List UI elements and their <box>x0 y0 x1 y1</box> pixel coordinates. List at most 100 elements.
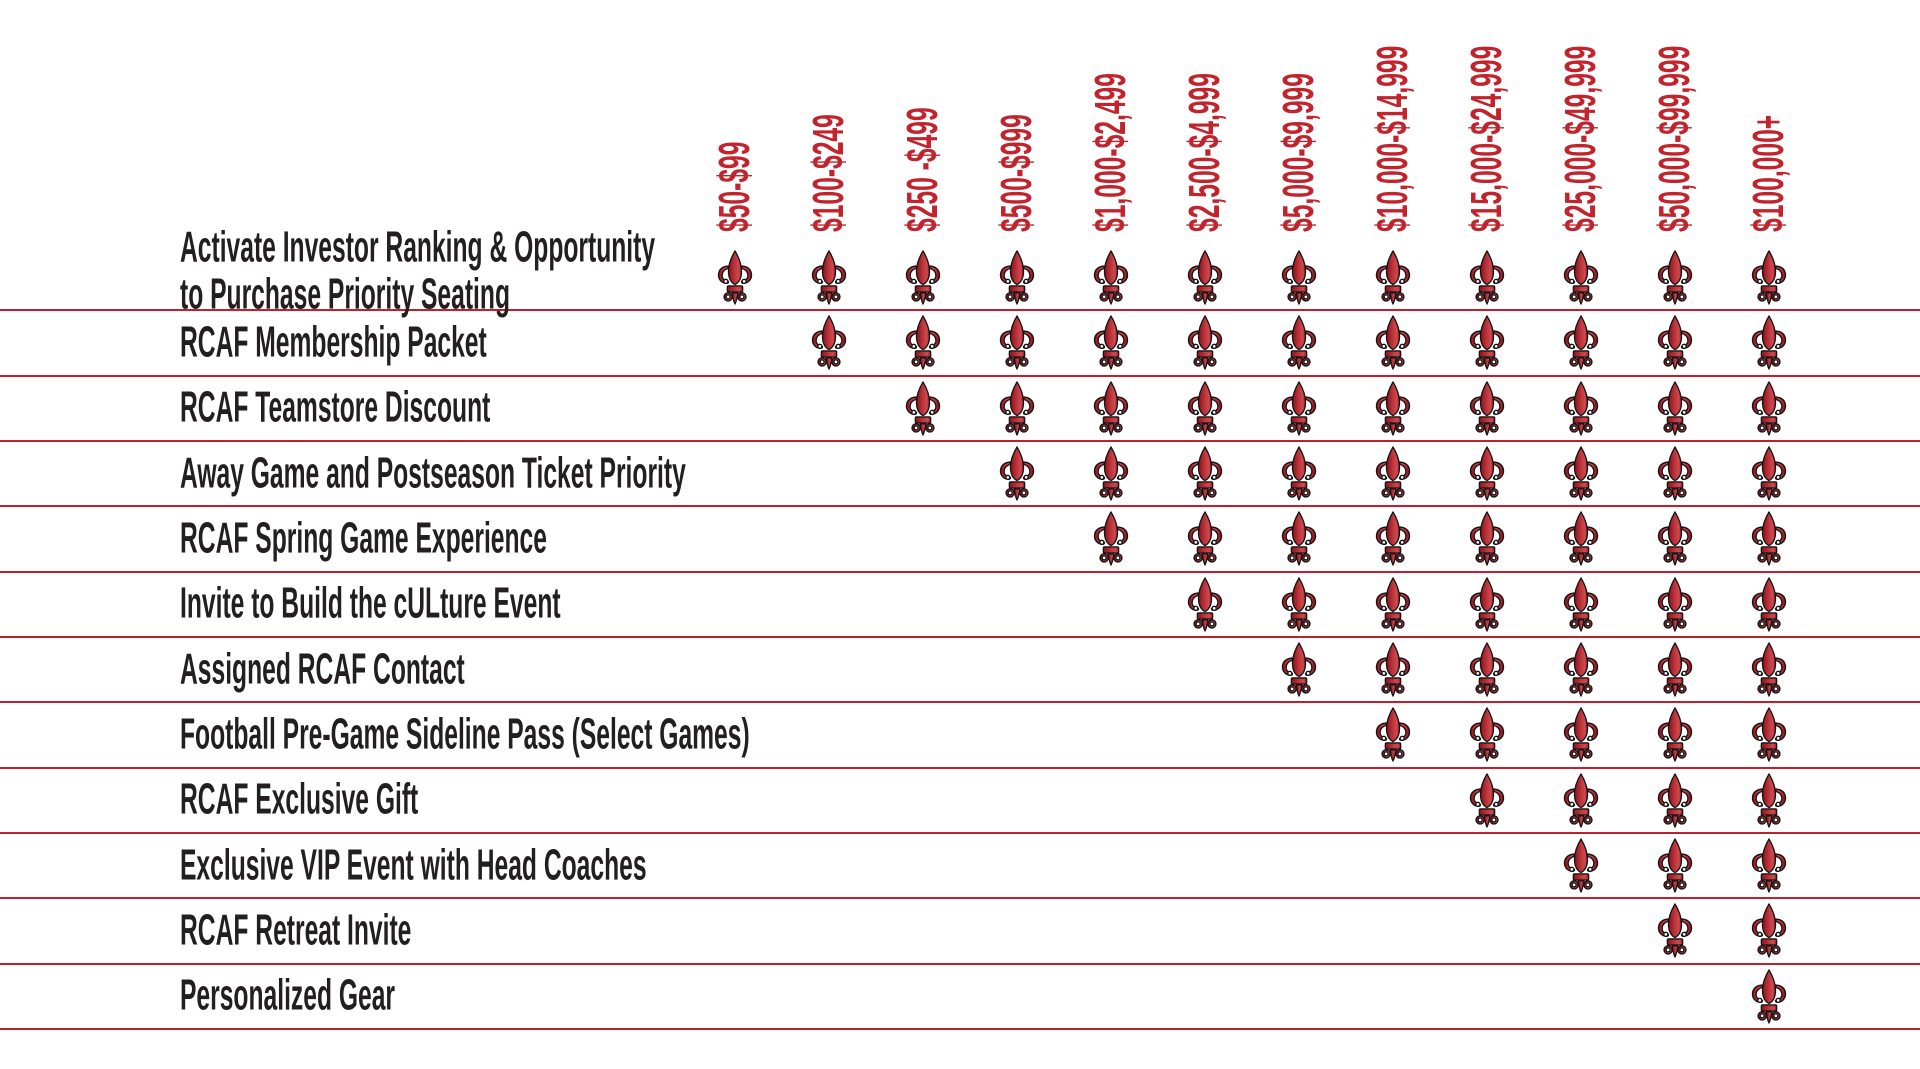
fleur-de-lis-icon <box>1563 838 1599 893</box>
benefit-rows: Activate Investor Ranking & Opportunity t… <box>0 224 1920 1030</box>
fleur-de-lis-icon <box>1375 315 1411 371</box>
fleur-de-lis-icon <box>1657 576 1693 632</box>
table-row: Away Game and Postseason Ticket Priority <box>0 442 1920 508</box>
giving-level-label: $50-$99 <box>710 141 759 232</box>
fleur-de-lis-icon <box>1657 642 1693 697</box>
fleur-de-lis-icon <box>1563 642 1599 697</box>
fleur-de-lis-icon <box>1187 576 1223 632</box>
giving-level-label: $50,000-$99,999 <box>1650 45 1699 232</box>
fleur-de-lis-icon <box>1281 315 1317 371</box>
table-row: Exclusive VIP Event with Head Coaches <box>0 834 1920 900</box>
fleur-de-lis-icon <box>1563 511 1599 567</box>
fleur-de-lis-icon <box>1187 511 1223 567</box>
fleur-de-lis-icon <box>1469 380 1505 436</box>
fleur-de-lis-icon <box>1375 446 1411 501</box>
fleur-de-lis-icon <box>1281 642 1317 697</box>
fleur-de-lis-icon <box>1751 838 1787 893</box>
fleur-de-lis-icon <box>1751 446 1787 501</box>
benefit-label: Invite to Build the cULture Event <box>180 578 561 628</box>
giving-level-label: $2,500-$4,999 <box>1180 73 1229 232</box>
fleur-de-lis-icon <box>1187 315 1223 371</box>
table-row: RCAF Membership Packet <box>0 311 1920 377</box>
giving-level-label: $250 -$499 <box>898 107 947 232</box>
benefit-label: RCAF Exclusive Gift <box>180 774 419 824</box>
fleur-de-lis-icon <box>1093 380 1129 436</box>
fleur-de-lis-icon <box>1657 250 1693 305</box>
fleur-de-lis-icon <box>999 446 1035 501</box>
fleur-de-lis-icon <box>1187 380 1223 436</box>
fleur-de-lis-icon <box>1751 772 1787 828</box>
giving-level-label: $100-$249 <box>804 114 853 232</box>
benefit-label: Football Pre-Game Sideline Pass (Select … <box>180 709 750 759</box>
table-row: RCAF Teamstore Discount <box>0 377 1920 442</box>
benefit-label: RCAF Membership Packet <box>180 317 487 367</box>
fleur-de-lis-icon <box>1563 707 1599 763</box>
fleur-de-lis-icon <box>1563 576 1599 632</box>
fleur-de-lis-icon <box>1375 250 1411 305</box>
fleur-de-lis-icon <box>1187 250 1223 305</box>
table-row: Activate Investor Ranking & Opportunity t… <box>0 224 1920 317</box>
fleur-de-lis-icon <box>1093 511 1129 567</box>
fleur-de-lis-icon <box>1563 250 1599 305</box>
table-row: RCAF Exclusive Gift <box>0 769 1920 834</box>
fleur-de-lis-icon <box>1563 772 1599 828</box>
giving-level-label: $15,000-$24,999 <box>1462 45 1511 232</box>
fleur-de-lis-icon <box>1751 576 1787 632</box>
giving-level-label: $25,000-$49,999 <box>1556 45 1605 232</box>
fleur-de-lis-icon <box>1751 642 1787 697</box>
table-row: Personalized Gear <box>0 965 1920 1030</box>
fleur-de-lis-icon <box>1657 380 1693 436</box>
fleur-de-lis-icon <box>999 315 1035 371</box>
giving-level-label: $10,000-$14,999 <box>1368 45 1417 232</box>
fleur-de-lis-icon <box>1469 315 1505 371</box>
benefit-label: Activate Investor Ranking & Opportunity t… <box>180 222 656 319</box>
fleur-de-lis-icon <box>1469 772 1505 828</box>
fleur-de-lis-icon <box>1281 511 1317 567</box>
fleur-de-lis-icon <box>1375 511 1411 567</box>
fleur-de-lis-icon <box>811 315 847 371</box>
fleur-de-lis-icon <box>1469 576 1505 632</box>
fleur-de-lis-icon <box>1375 380 1411 436</box>
fleur-de-lis-icon <box>1657 903 1693 958</box>
fleur-de-lis-icon <box>717 250 753 305</box>
benefit-label: RCAF Retreat Invite <box>180 905 412 955</box>
table-row: Invite to Build the cULture Event <box>0 573 1920 638</box>
giving-level-label: $5,000-$9,999 <box>1274 73 1323 232</box>
fleur-de-lis-icon <box>1751 903 1787 958</box>
fleur-de-lis-icon <box>1469 446 1505 501</box>
fleur-de-lis-icon <box>1657 838 1693 893</box>
giving-level-label: $100,000+ <box>1744 114 1793 232</box>
fleur-de-lis-icon <box>1657 315 1693 371</box>
fleur-de-lis-icon <box>1657 446 1693 501</box>
fleur-de-lis-icon <box>1375 707 1411 763</box>
fleur-de-lis-icon <box>1751 707 1787 763</box>
fleur-de-lis-icon <box>905 315 941 371</box>
benefit-label: Assigned RCAF Contact <box>180 644 465 694</box>
table-row: Football Pre-Game Sideline Pass (Select … <box>0 703 1920 769</box>
table-row: RCAF Spring Game Experience <box>0 507 1920 573</box>
fleur-de-lis-icon <box>905 250 941 305</box>
fleur-de-lis-icon <box>1187 446 1223 501</box>
fleur-de-lis-icon <box>1751 315 1787 371</box>
table-row: Assigned RCAF Contact <box>0 638 1920 704</box>
giving-level-label: $1,000-$2,499 <box>1086 73 1135 232</box>
fleur-de-lis-icon <box>811 250 847 305</box>
fleur-de-lis-icon <box>1375 642 1411 697</box>
benefit-label: Away Game and Postseason Ticket Priority <box>180 448 686 498</box>
fleur-de-lis-icon <box>999 250 1035 305</box>
fleur-de-lis-icon <box>1657 511 1693 567</box>
fleur-de-lis-icon <box>1375 576 1411 632</box>
fleur-de-lis-icon <box>1469 642 1505 697</box>
fleur-de-lis-icon <box>1281 380 1317 436</box>
fleur-de-lis-icon <box>1093 315 1129 371</box>
fleur-de-lis-icon <box>1563 315 1599 371</box>
fleur-de-lis-icon <box>1281 250 1317 305</box>
fleur-de-lis-icon <box>1563 446 1599 501</box>
table-row: RCAF Retreat Invite <box>0 899 1920 965</box>
fleur-de-lis-icon <box>1093 446 1129 501</box>
giving-level-label: $500-$999 <box>992 114 1041 232</box>
fleur-de-lis-icon <box>1751 968 1787 1024</box>
fleur-de-lis-icon <box>1093 250 1129 305</box>
fleur-de-lis-icon <box>1563 380 1599 436</box>
